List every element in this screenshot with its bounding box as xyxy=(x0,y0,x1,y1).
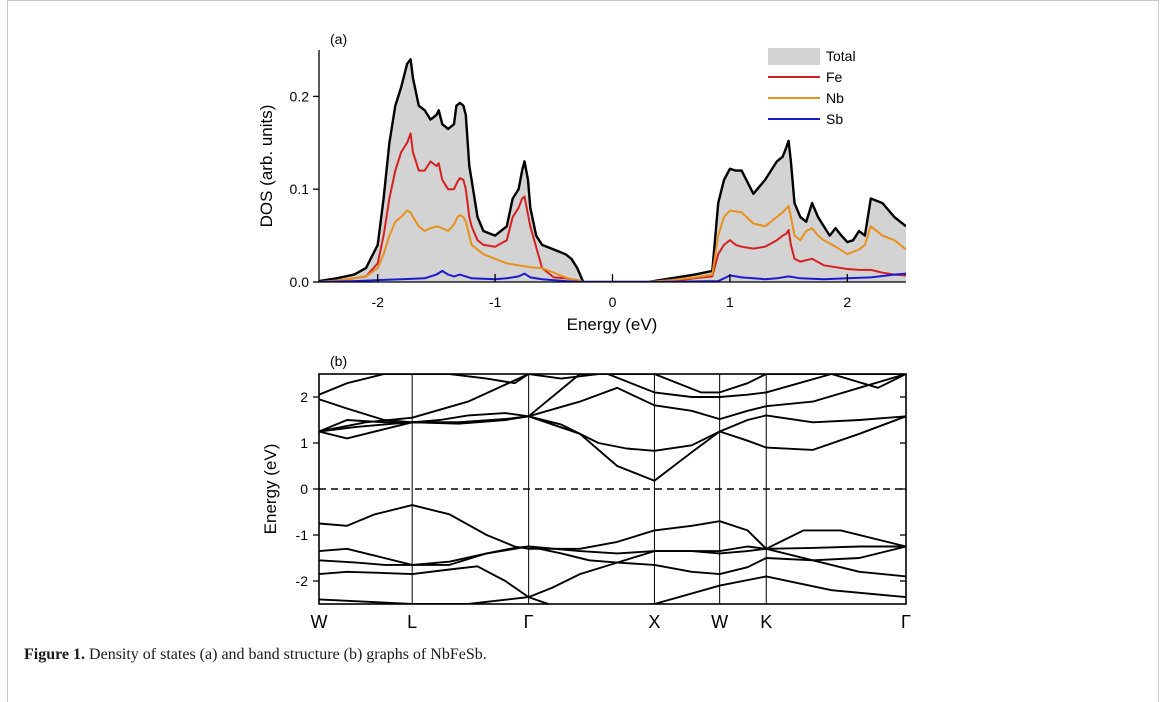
figure-caption-label: Figure 1. xyxy=(24,646,86,663)
band-line xyxy=(719,415,906,451)
kpoint-label: L xyxy=(407,612,417,632)
band-y-tick-label: 2 xyxy=(300,389,308,405)
legend-label-sb: Sb xyxy=(826,111,843,127)
band-line xyxy=(319,415,529,433)
band-lines-group xyxy=(319,374,906,604)
kpoint-label: X xyxy=(648,612,660,632)
dos-x-tick-label: 2 xyxy=(843,294,851,310)
dos-series-group xyxy=(319,58,906,282)
dos-y-tick-label: 0.1 xyxy=(290,181,310,197)
kpoint-label: K xyxy=(760,612,772,632)
dos-series-sb-line xyxy=(319,269,906,282)
kpoint-label: W xyxy=(311,612,328,632)
figure-frame xyxy=(7,0,1159,702)
band-line xyxy=(528,545,655,566)
dos-panel-label: (a) xyxy=(330,31,347,47)
dos-y-ticks: 0.0 0.1 0.2 xyxy=(290,88,319,290)
dos-legend: Total Fe Nb Sb xyxy=(768,48,856,127)
dos-x-ticks: -2 -1 0 1 2 xyxy=(371,274,851,310)
figure-svg: (a) -2 -1 0 1 2 0.0 0.1 0.2 Energy (eV) DOS (a… xyxy=(257,31,911,632)
figure-frame-top xyxy=(7,0,1159,1)
band-line xyxy=(528,415,721,482)
dos-y-tick-label: 0.0 xyxy=(290,274,310,290)
dos-y-tick-label: 0.2 xyxy=(290,88,310,104)
kpoint-label: W xyxy=(711,612,728,632)
band-y-tick-label: 1 xyxy=(300,435,308,451)
dos-x-tick-label: -1 xyxy=(489,294,502,310)
band-line xyxy=(528,520,906,562)
band-line xyxy=(319,398,529,424)
dos-y-axis-label: DOS (arb. units) xyxy=(257,105,276,228)
band-line xyxy=(319,596,529,604)
band-panel: (b) -2 -1 0 1 2 W L Γ X W K Γ Energy (eV) xyxy=(261,353,911,632)
band-line xyxy=(528,386,720,421)
kpoint-label: Γ xyxy=(901,612,911,632)
dos-x-tick-label: 0 xyxy=(609,294,617,310)
band-line xyxy=(319,504,529,550)
figure-caption-text: Density of states (a) and band structure… xyxy=(85,646,487,663)
band-y-tick-label: -2 xyxy=(296,573,309,589)
dos-series-nb-line xyxy=(319,204,906,282)
band-line xyxy=(654,557,906,578)
band-line xyxy=(527,374,906,418)
band-line xyxy=(528,550,655,598)
legend-swatch-total xyxy=(768,48,820,65)
band-line xyxy=(319,545,529,566)
band-line xyxy=(319,374,530,396)
band-line xyxy=(319,565,530,598)
band-line xyxy=(719,374,906,421)
dos-x-axis-label: Energy (eV) xyxy=(567,315,658,334)
dos-panel: (a) -2 -1 0 1 2 0.0 0.1 0.2 Energy (eV) DOS (a… xyxy=(257,31,906,334)
band-line xyxy=(319,415,529,433)
dos-x-tick-label: 1 xyxy=(726,294,734,310)
band-line xyxy=(528,415,721,452)
legend-label-nb: Nb xyxy=(826,90,844,106)
band-line xyxy=(719,414,906,433)
band-y-ticks: -2 -1 0 1 2 xyxy=(296,389,906,589)
legend-label-total: Total xyxy=(826,48,856,64)
band-y-tick-label: -1 xyxy=(296,527,309,543)
band-y-tick-label: 0 xyxy=(300,481,308,497)
figure-caption: Figure 1. Density of states (a) and band… xyxy=(24,646,487,664)
band-line xyxy=(528,374,906,394)
dos-series-total-fill xyxy=(319,59,906,282)
dos-series-total-line xyxy=(319,58,906,282)
band-line xyxy=(319,374,529,433)
band-y-axis-label: Energy (eV) xyxy=(261,444,280,535)
kpoint-label: Γ xyxy=(524,612,534,632)
dos-series-fe-line xyxy=(319,132,906,282)
legend-label-fe: Fe xyxy=(826,69,843,85)
band-line xyxy=(528,575,906,604)
band-panel-label: (b) xyxy=(330,353,347,369)
dos-x-tick-label: -2 xyxy=(371,294,384,310)
band-line xyxy=(528,529,906,555)
